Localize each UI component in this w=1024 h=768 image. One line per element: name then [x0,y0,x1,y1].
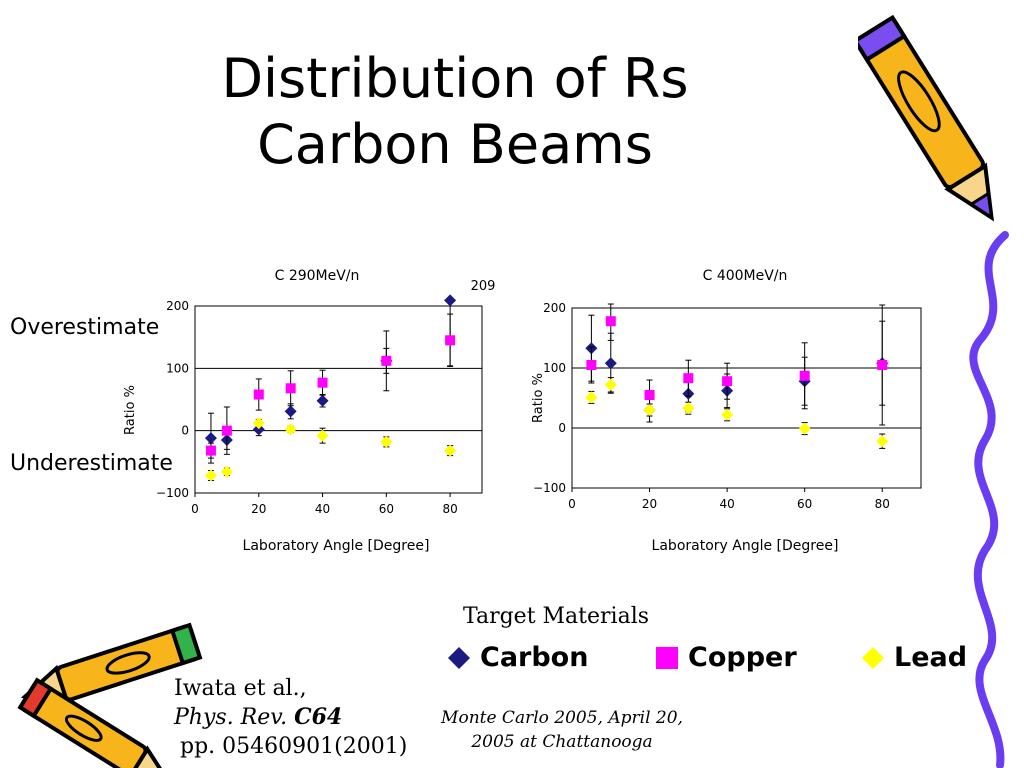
point-lead [204,469,217,482]
chart-title: C 290MeV/n [275,268,360,284]
footer: Monte Carlo 2005, April 20, 2005 at Chat… [422,706,702,754]
y-tick-label: 100 [543,361,566,375]
citation-volume: C64 [294,704,343,730]
point-lead [585,391,598,404]
point-copper [586,360,597,370]
point-copper [205,445,216,456]
slide-title: Distribution of Rs Carbon Beams [150,46,760,178]
point-lead [252,417,265,430]
y-tick-label: 100 [166,361,189,375]
point-copper [799,370,810,381]
point-copper [285,383,296,394]
title-line-2: Carbon Beams [257,113,653,176]
point-lead [316,429,329,442]
chart-400mev: C 400MeV/n Ratio % Laboratory Angle [Deg… [531,268,922,554]
overestimate-label: Overestimate [10,315,160,340]
point-copper [722,376,733,387]
citation-authors: Iwata et al., [174,676,307,701]
point-copper [877,360,888,370]
point-carbon [316,394,329,407]
square-marker-icon [656,646,678,669]
point-lead [643,404,656,416]
x-tick-label: 60 [797,497,812,511]
diamond-marker-icon [448,646,470,669]
point-copper [445,335,456,346]
crayons-bottom-left-icon [17,622,203,768]
x-tick-label: 60 [379,502,394,516]
y-tick-label: 0 [558,421,566,435]
point-lead [798,422,811,435]
point-copper [253,389,264,400]
legend-item-lead: Lead [860,642,967,673]
legend-item-carbon: Carbon [446,642,588,673]
x-tick-label: 40 [315,502,330,516]
x-axis-label: Laboratory Angle [Degree] [652,538,839,554]
point-carbon [284,405,297,418]
point-carbon [204,432,217,445]
squiggle-line-icon [969,231,1009,768]
point-lead [876,435,889,448]
footer-line-2: 2005 at Chattanooga [471,732,653,752]
x-axis-label: Laboratory Angle [Degree] [243,538,430,554]
chart-title: C 400MeV/n [703,268,788,284]
plot-frame [571,307,922,489]
point-lead [220,465,233,478]
footer-line-1: Monte Carlo 2005, April 20, [441,708,683,728]
point-copper [381,355,392,366]
point-lead [380,435,393,448]
point-lead [604,378,617,391]
diamond-marker-icon [862,646,884,669]
chart-290mev: C 290MeV/n Ratio % Laboratory Angle [Deg… [123,268,496,554]
x-tick-label: 20 [642,497,657,511]
legend-title: Target Materials [463,604,650,629]
y-tick-label: 200 [166,299,189,313]
legend-label-copper: Copper [688,642,797,673]
x-tick-label: 0 [568,497,576,511]
point-carbon [604,357,617,370]
underestimate-label: Underestimate [10,451,173,476]
y-tick-label: 200 [543,301,566,315]
legend-item-copper: Copper [654,642,797,673]
point-carbon [252,423,265,436]
citation-journal-line: Phys. Rev. C64 [174,703,407,732]
citation-pages: pp. 05460901(2001) [180,734,408,759]
point-lead [682,402,695,415]
x-tick-label: 20 [251,502,266,516]
legend-label-lead: Lead [894,642,968,673]
y-axis-label: Ratio % [123,385,138,435]
point-copper [317,377,328,388]
x-tick-label: 0 [191,502,199,516]
y-tick-label: −100 [533,481,566,495]
point-copper [683,373,694,384]
point-lead [444,444,457,457]
x-tick-label: 40 [719,497,734,511]
x-tick-label: 80 [875,497,890,511]
point-copper [221,425,232,436]
y-tick-label: −100 [156,486,189,500]
crayon-top-right-icon [858,14,995,222]
x-tick-label: 80 [442,502,457,516]
y-axis-label: Ratio % [531,373,546,423]
point-copper [605,316,616,327]
annotation-label: 209 [471,279,496,294]
point-carbon [444,294,457,307]
point-lead [284,423,297,436]
plot-frame [194,305,483,494]
point-copper [644,390,655,400]
y-tick-label: 0 [181,424,189,438]
legend: Carbon Copper Lead [446,642,986,678]
title-line-1: Distribution of Rs [221,47,689,110]
point-lead [721,408,734,421]
citation-journal: Phys. Rev. [174,705,288,730]
citation: Iwata et al., Phys. Rev. C64 pp. 0546090… [174,674,407,761]
legend-label-carbon: Carbon [480,642,589,673]
